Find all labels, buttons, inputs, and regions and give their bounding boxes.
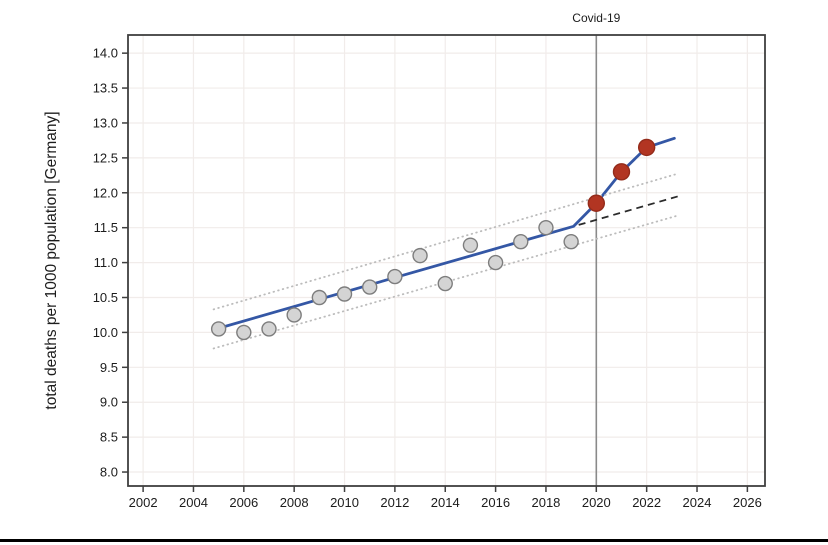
data-point xyxy=(563,233,579,250)
y-tick-label: 11.5 xyxy=(94,220,118,235)
y-tick-label: 11.0 xyxy=(94,255,118,270)
data-point xyxy=(487,254,504,271)
data-point xyxy=(311,289,328,306)
y-tick-label: 13.0 xyxy=(93,115,118,130)
y-tick-label: 9.5 xyxy=(100,360,118,375)
data-point xyxy=(387,268,403,285)
data-point xyxy=(462,237,479,253)
y-axis-title: total deaths per 1000 population [German… xyxy=(43,111,60,409)
axis-ticks xyxy=(122,52,749,492)
points-observed-pre-covid xyxy=(210,219,579,341)
y-tick-label: 13.5 xyxy=(93,81,118,96)
y-tick-labels: 8.0 8.5 9.0 9.5 10.0 10.5 11.0 11.5 12.0 12.5 13.0… xyxy=(93,46,118,480)
data-point xyxy=(587,194,606,212)
points-covid-years xyxy=(587,138,656,212)
data-point xyxy=(336,286,353,302)
y-tick-label: 8.5 xyxy=(100,430,118,445)
series-prediction-band-upper xyxy=(212,173,678,311)
data-point xyxy=(210,321,227,337)
y-tick-label: 10.0 xyxy=(93,325,118,340)
y-tick-label: 12.0 xyxy=(93,185,118,200)
x-tick-label: 2020 xyxy=(582,495,611,510)
bottom-border-rule xyxy=(0,539,828,542)
y-tick-label: 9.0 xyxy=(100,395,118,410)
data-point xyxy=(612,163,631,181)
y-tick-label: 10.5 xyxy=(93,290,118,305)
series-pre-covid-trend-extrapolation xyxy=(578,194,681,226)
x-tick-label: 2014 xyxy=(431,495,460,510)
x-tick-label: 2010 xyxy=(330,495,359,510)
data-point xyxy=(437,275,453,292)
x-tick-label: 2002 xyxy=(129,495,158,510)
y-tick-label: 12.5 xyxy=(93,150,118,165)
x-tick-label: 2004 xyxy=(179,495,208,510)
data-point xyxy=(513,233,529,250)
chart-layers: 2002 2004 2006 2008 2010 2012 2014 2016 2018 2020… xyxy=(93,34,766,510)
data-point xyxy=(637,138,656,157)
data-point xyxy=(412,247,428,264)
gridlines xyxy=(128,35,765,486)
x-tick-label: 2022 xyxy=(632,495,661,510)
data-point xyxy=(261,321,277,337)
y-tick-label: 8.0 xyxy=(100,465,118,480)
x-tick-label: 2016 xyxy=(481,495,510,510)
data-point xyxy=(362,279,378,295)
x-tick-label: 2024 xyxy=(683,495,712,510)
series-fit-and-observed-line xyxy=(217,136,676,330)
data-point xyxy=(286,307,302,323)
x-tick-label: 2008 xyxy=(280,495,309,510)
y-tick-label: 14.0 xyxy=(93,46,118,61)
x-tick-label: 2006 xyxy=(229,495,258,510)
x-tick-label: 2018 xyxy=(531,495,560,510)
data-point xyxy=(236,324,252,341)
covid-annotation-label: Covid-19 xyxy=(572,11,620,25)
x-tick-label: 2012 xyxy=(380,495,409,510)
plot-border xyxy=(127,34,766,487)
x-tick-labels: 2002 2004 2006 2008 2010 2012 2014 2016 2018 2020… xyxy=(129,495,762,510)
data-point xyxy=(538,219,554,236)
x-tick-label: 2026 xyxy=(733,495,762,510)
